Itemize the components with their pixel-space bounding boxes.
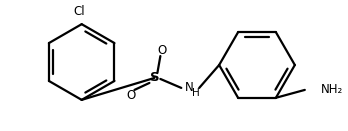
Text: N: N: [185, 81, 193, 94]
Text: O: O: [127, 89, 136, 102]
Text: Cl: Cl: [74, 5, 86, 18]
Text: NH₂: NH₂: [321, 83, 343, 96]
Text: S: S: [150, 71, 159, 84]
Text: O: O: [158, 44, 167, 57]
Text: H: H: [192, 88, 200, 98]
